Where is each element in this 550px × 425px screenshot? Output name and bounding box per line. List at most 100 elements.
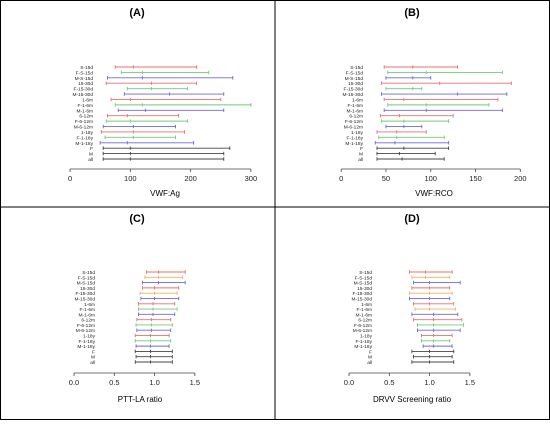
panel-d-category-label: M-1-6m (355, 312, 372, 318)
panel-c-category-label: 6-12m (81, 318, 95, 324)
panel-c-category-label: 1-18y (83, 334, 96, 340)
panel-a-x-tick-label: 200 (184, 174, 197, 183)
panel-a-category-label: F-1-6m (78, 103, 93, 109)
panel-d-category-label: F-1-18y (355, 339, 372, 345)
panel-c-category-label: M-1-6m (78, 312, 95, 318)
panel-c-category-label: M (91, 355, 95, 361)
panel-a-category-label: F-1-18y (76, 135, 93, 141)
panel-a-category-label: 1-18y (81, 130, 94, 136)
panel-a-category-label: F-S-15d (76, 70, 94, 76)
panel-b-category-label: M-15-30d (342, 92, 363, 98)
panel-a-category-label: 6-12m (79, 114, 93, 120)
panel-b-xlabel: VWF:RCO (415, 189, 453, 198)
panel-d-x-tick-label: 1.5 (465, 378, 475, 387)
panel-c-category-label: F-1-6m (80, 307, 95, 313)
panel-b-category-label: 1-6m (352, 97, 363, 103)
panel-a-category-label: M-1-18y (75, 141, 93, 147)
panel-d-category-label: 15-30d (357, 286, 372, 292)
panel-b-category-label: F (360, 146, 363, 152)
panel-b-category-label: M-1-6m (346, 108, 363, 114)
panel-c-category-label: S-15d (82, 270, 95, 276)
panel-c-category-label: M-1-18y (77, 344, 95, 350)
panel-a-category-label: F-15-30d (74, 87, 94, 93)
panel-a-category-label: F (90, 146, 93, 152)
panel-b-x-tick-label: 50 (382, 174, 390, 183)
panel-b-category-label: M-1-18y (345, 141, 363, 147)
panel-a-x-tick-label: 0 (68, 174, 72, 183)
panel-d-category-label: 6-12m (358, 318, 372, 324)
panel-c-category-label: F-1-18y (78, 339, 95, 345)
panel-b-x-tick-label: 200 (514, 174, 527, 183)
panel-a-category-label: 15-30d (78, 81, 93, 87)
panel-c-x-tick-label: 0.0 (69, 378, 79, 387)
panel-d-category-label: F-S-15d (355, 275, 373, 281)
panel-b-label: (B) (404, 7, 420, 19)
panel-c-xlabel: PTT-LA ratio (118, 395, 163, 404)
panel-d-x-tick-label: 1.0 (424, 378, 434, 387)
panel-b-category-label: M-6-12m (344, 125, 363, 131)
panel-a-x-tick-label: 100 (124, 174, 137, 183)
panel-c-category-label: F-S-15d (78, 275, 96, 281)
panel-a-xlabel: VWF:Ag (150, 189, 180, 198)
panel-c-category-label: F (92, 349, 95, 355)
panel-b-category-label: F-6-12m (345, 119, 363, 125)
panel-d-category-label: 1-18y (360, 334, 373, 340)
panel-d-category-label: 1-6m (361, 302, 372, 308)
panel-a-category-label: M-1-6m (76, 108, 93, 114)
panel-c-category-label: 15-30d (80, 286, 95, 292)
panel-a-category-label: all (88, 157, 93, 163)
panel-d-category-label: M-S-15d (354, 281, 373, 287)
panel-b-category-label: 15-30d (348, 81, 363, 87)
panel-c-label: (C) (129, 213, 145, 225)
panel-c-x-tick-label: 1.0 (149, 378, 159, 387)
panel-d-category-label: F-6-12m (354, 323, 372, 329)
panel-b-x-tick-label: 0 (339, 174, 343, 183)
panel-a-label: (A) (129, 7, 145, 19)
panel-c-x-tick-label: 0.5 (109, 378, 119, 387)
panel-d-category-label: M-15-30d (351, 296, 372, 302)
panel-c-category-label: all (90, 360, 95, 366)
plot-layer: 0 100 200 300S-15dF-S-15dM-S-15d15-30dF-15-… (68, 65, 527, 387)
panel-d-category-label: F (369, 349, 372, 355)
panel-c-category-label: M-6-12m (76, 328, 95, 334)
panel-c-category-label: 1-6m (84, 302, 95, 308)
panel-d-category-label: S-15d (359, 270, 372, 276)
panel-b-category-label: 6-12m (349, 114, 363, 120)
panel-c-x-tick-label: 1.5 (190, 378, 200, 387)
panel-b-x-tick-label: 150 (469, 174, 482, 183)
panel-a-category-label: M-6-12m (74, 125, 93, 131)
panel-a-category-label: M-15-30d (72, 92, 93, 98)
panel-b-x-tick-label: 100 (424, 174, 437, 183)
panel-b-category-label: M-S-15d (345, 76, 364, 82)
panel-a-category-label: M-S-15d (75, 76, 94, 82)
panel-a-category-label: F-6-12m (75, 119, 93, 125)
panel-d-x-tick-label: 0.5 (384, 378, 394, 387)
panel-a-category-label: M (89, 152, 93, 158)
panel-b-category-label: F-15-30d (344, 87, 364, 93)
panel-b-category-label: M (359, 152, 363, 158)
panel-d-category-label: all (367, 360, 372, 366)
panel-c-category-label: M-S-15d (77, 281, 96, 287)
panel-b-category-label: F-1-6m (348, 103, 363, 109)
panel-b-category-label: F-S-15d (346, 70, 364, 76)
panel-d-category-label: F-1-6m (357, 307, 372, 313)
panel-d-label: (D) (404, 213, 420, 225)
panel-d-category-label: M-6-12m (353, 328, 372, 334)
panel-d-xlabel: DRVV Screening ratio (373, 395, 452, 404)
panel-d-x-tick-label: 0.0 (344, 378, 354, 387)
panel-b-category-label: 1-18y (351, 130, 364, 136)
panel-a-category-label: 1-6m (82, 97, 93, 103)
panel-d-category-label: F-15-30d (353, 291, 373, 297)
panel-d-category-label: M (368, 355, 372, 361)
panel-c-category-label: M-15-30d (74, 296, 95, 302)
panel-b-category-label: S-15d (350, 65, 363, 71)
panel-c-category-label: F-15-30d (76, 291, 96, 297)
panel-b-category-label: F-1-18y (346, 135, 363, 141)
panel-a-category-label: S-15d (80, 65, 93, 71)
panel-b-category-label: all (358, 157, 363, 163)
panel-a-x-tick-label: 300 (245, 174, 258, 183)
panel-d-category-label: M-1-18y (354, 344, 372, 350)
panel-c-category-label: F-6-12m (77, 323, 95, 329)
